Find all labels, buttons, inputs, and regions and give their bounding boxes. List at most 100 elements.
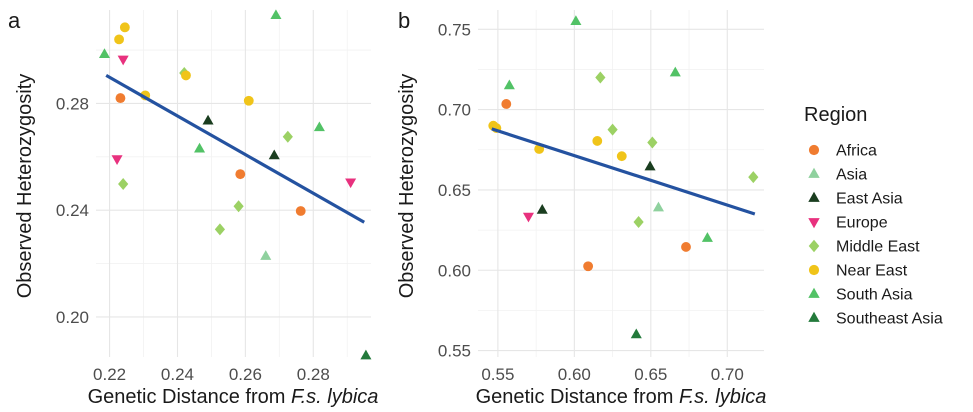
panel-b-point-africa bbox=[583, 261, 594, 272]
panel-b-x-tick-labels: 0.55 0.60 0.65 0.70 bbox=[481, 365, 744, 384]
panel-a-point-asia bbox=[260, 250, 272, 260]
legend-label-europe: Europe bbox=[836, 215, 888, 232]
panel-a-y-tick-label: 0.20 bbox=[56, 308, 89, 327]
panel-a-point-middle-east bbox=[214, 223, 226, 236]
panel-b-point-middle-east bbox=[633, 216, 644, 229]
panel-a-y-axis-title: Observed Heterozygosity bbox=[14, 74, 36, 299]
panel-a-point-east-asia bbox=[268, 149, 280, 160]
panel-b-y-axis-title: Observed Heterozygosity bbox=[396, 74, 418, 299]
legend-label-africa: Africa bbox=[836, 143, 877, 160]
panel-a-point-africa bbox=[115, 93, 126, 104]
panel-a: a 0.22 0.24 0.26 0.28 0.20 0.24 0.28 Genetic … bbox=[8, 8, 378, 408]
legend-item-africa: Africa bbox=[808, 143, 877, 160]
panel-b-y-tick-label: 0.55 bbox=[438, 342, 471, 361]
panel-b-point-south-asia bbox=[570, 15, 582, 25]
panel-b-point-middle-east bbox=[607, 123, 618, 136]
panel-a-x-tick-label: 0.22 bbox=[93, 365, 126, 384]
panel-b-point-asia bbox=[652, 201, 664, 212]
panel-b-point-east-asia bbox=[536, 204, 548, 214]
legend: Region Africa Asia East Asia Europe Middle E… bbox=[804, 104, 943, 328]
panel-a-y-tick-label: 0.28 bbox=[56, 94, 89, 113]
legend-key-middle-east bbox=[808, 239, 820, 253]
legend-key-east-asia bbox=[808, 191, 820, 202]
panel-b-point-middle-east bbox=[748, 171, 759, 184]
legend-item-southeast-asia: Southeast Asia bbox=[808, 311, 943, 328]
panel-b-point-europe bbox=[522, 212, 534, 223]
panel-b-x-axis-title: Genetic Distance from F.s. lybica bbox=[476, 386, 767, 408]
panel-a-x-tick-label: 0.28 bbox=[297, 365, 330, 384]
legend-item-middle-east: Middle East bbox=[808, 239, 920, 256]
panel-a-point-near-east bbox=[181, 70, 191, 81]
panel-b-point-southeast-asia bbox=[630, 328, 642, 339]
legend-item-near-east: Near East bbox=[808, 263, 908, 280]
panel-a-tag: a bbox=[8, 8, 21, 33]
panel-a-point-south-asia bbox=[313, 121, 325, 132]
panel-a-point-africa bbox=[295, 206, 306, 216]
panel-a-point-south-asia bbox=[194, 142, 206, 153]
panel-a-x-axis-title: Genetic Distance from F.s. lybica bbox=[88, 386, 379, 408]
panel-a-point-near-east bbox=[114, 34, 125, 45]
panel-a-x-tick-labels: 0.22 0.24 0.26 0.28 bbox=[93, 365, 330, 384]
legend-label-middle-east: Middle East bbox=[836, 239, 920, 256]
panel-a-y-tick-label: 0.24 bbox=[56, 201, 89, 220]
panel-b-y-tick-label: 0.70 bbox=[438, 101, 471, 120]
panel-b-point-near-east bbox=[616, 151, 627, 162]
legend-item-asia: Asia bbox=[808, 167, 867, 184]
panel-a-point-southeast-asia bbox=[360, 349, 372, 360]
panel-b-tag: b bbox=[398, 8, 410, 33]
legend-key-asia bbox=[808, 167, 820, 178]
legend-title: Region bbox=[804, 104, 867, 126]
panel-b: b 0.55 0.60 0.65 0.70 0.550.600.650.700.75 … bbox=[396, 8, 766, 408]
panel-b-points bbox=[488, 15, 759, 339]
panel-a-grid bbox=[96, 10, 371, 357]
panel-a-y-tick-labels: 0.20 0.24 0.28 bbox=[56, 94, 89, 327]
legend-item-east-asia: East Asia bbox=[808, 191, 903, 208]
panel-a-point-africa bbox=[235, 169, 246, 180]
panel-a-point-middle-east bbox=[282, 130, 293, 143]
panel-b-point-south-asia bbox=[669, 66, 681, 77]
panel-a-point-east-asia bbox=[202, 114, 214, 125]
panel-a-point-south-asia bbox=[98, 48, 111, 59]
panel-a-point-europe bbox=[111, 155, 123, 165]
panel-b-x-tick-label: 0.55 bbox=[481, 365, 514, 384]
panel-b-y-tick-labels: 0.55 0.60 0.65 0.70 0.75 bbox=[438, 20, 471, 360]
panel-a-trend-line bbox=[105, 74, 366, 224]
panel-b-point-africa bbox=[681, 242, 691, 252]
panel-a-points bbox=[98, 9, 372, 360]
legend-label-near-east: Near East bbox=[836, 263, 908, 280]
panel-a-point-middle-east bbox=[233, 200, 244, 213]
legend-key-europe bbox=[808, 218, 820, 229]
panel-a-point-near-east bbox=[243, 95, 254, 106]
legend-items: Africa Asia East Asia Europe Middle East Near… bbox=[808, 143, 943, 328]
panel-a-point-europe bbox=[117, 55, 129, 66]
panel-a-point-europe bbox=[345, 178, 357, 189]
panel-b-point-south-asia bbox=[503, 79, 515, 90]
legend-label-south-asia: South Asia bbox=[836, 287, 913, 304]
panel-b-grid bbox=[478, 10, 764, 357]
panel-a-x-tick-label: 0.24 bbox=[161, 365, 194, 384]
panel-b-x-tick-label: 0.65 bbox=[634, 365, 667, 384]
legend-key-southeast-asia bbox=[808, 311, 820, 322]
legend-label-east-asia: East Asia bbox=[836, 191, 903, 208]
panel-b-point-middle-east bbox=[647, 136, 658, 149]
legend-key-near-east bbox=[808, 264, 820, 276]
panel-b-x-tick-label: 0.60 bbox=[558, 365, 591, 384]
panel-b-point-near-east bbox=[592, 136, 603, 146]
legend-item-europe: Europe bbox=[808, 215, 888, 232]
legend-label-southeast-asia: Southeast Asia bbox=[836, 311, 943, 328]
legend-item-south-asia: South Asia bbox=[808, 287, 913, 304]
panel-b-y-tick-label: 0.60 bbox=[438, 261, 471, 280]
panel-b-y-tick-label: 0.75 bbox=[438, 20, 471, 39]
panel-a-point-south-asia bbox=[270, 9, 282, 20]
panel-a-point-near-east bbox=[119, 22, 130, 33]
panel-b-trend-line bbox=[491, 127, 756, 216]
panel-a-x-tick-label: 0.26 bbox=[229, 365, 262, 384]
panel-b-y-tick-label: 0.65 bbox=[438, 181, 471, 200]
legend-label-asia: Asia bbox=[836, 167, 867, 184]
panel-b-point-east-asia bbox=[644, 160, 656, 171]
legend-key-south-asia bbox=[808, 287, 820, 298]
panel-b-x-tick-label: 0.70 bbox=[711, 365, 744, 384]
panel-b-point-middle-east bbox=[595, 71, 606, 84]
panel-b-point-south-asia bbox=[701, 232, 713, 242]
